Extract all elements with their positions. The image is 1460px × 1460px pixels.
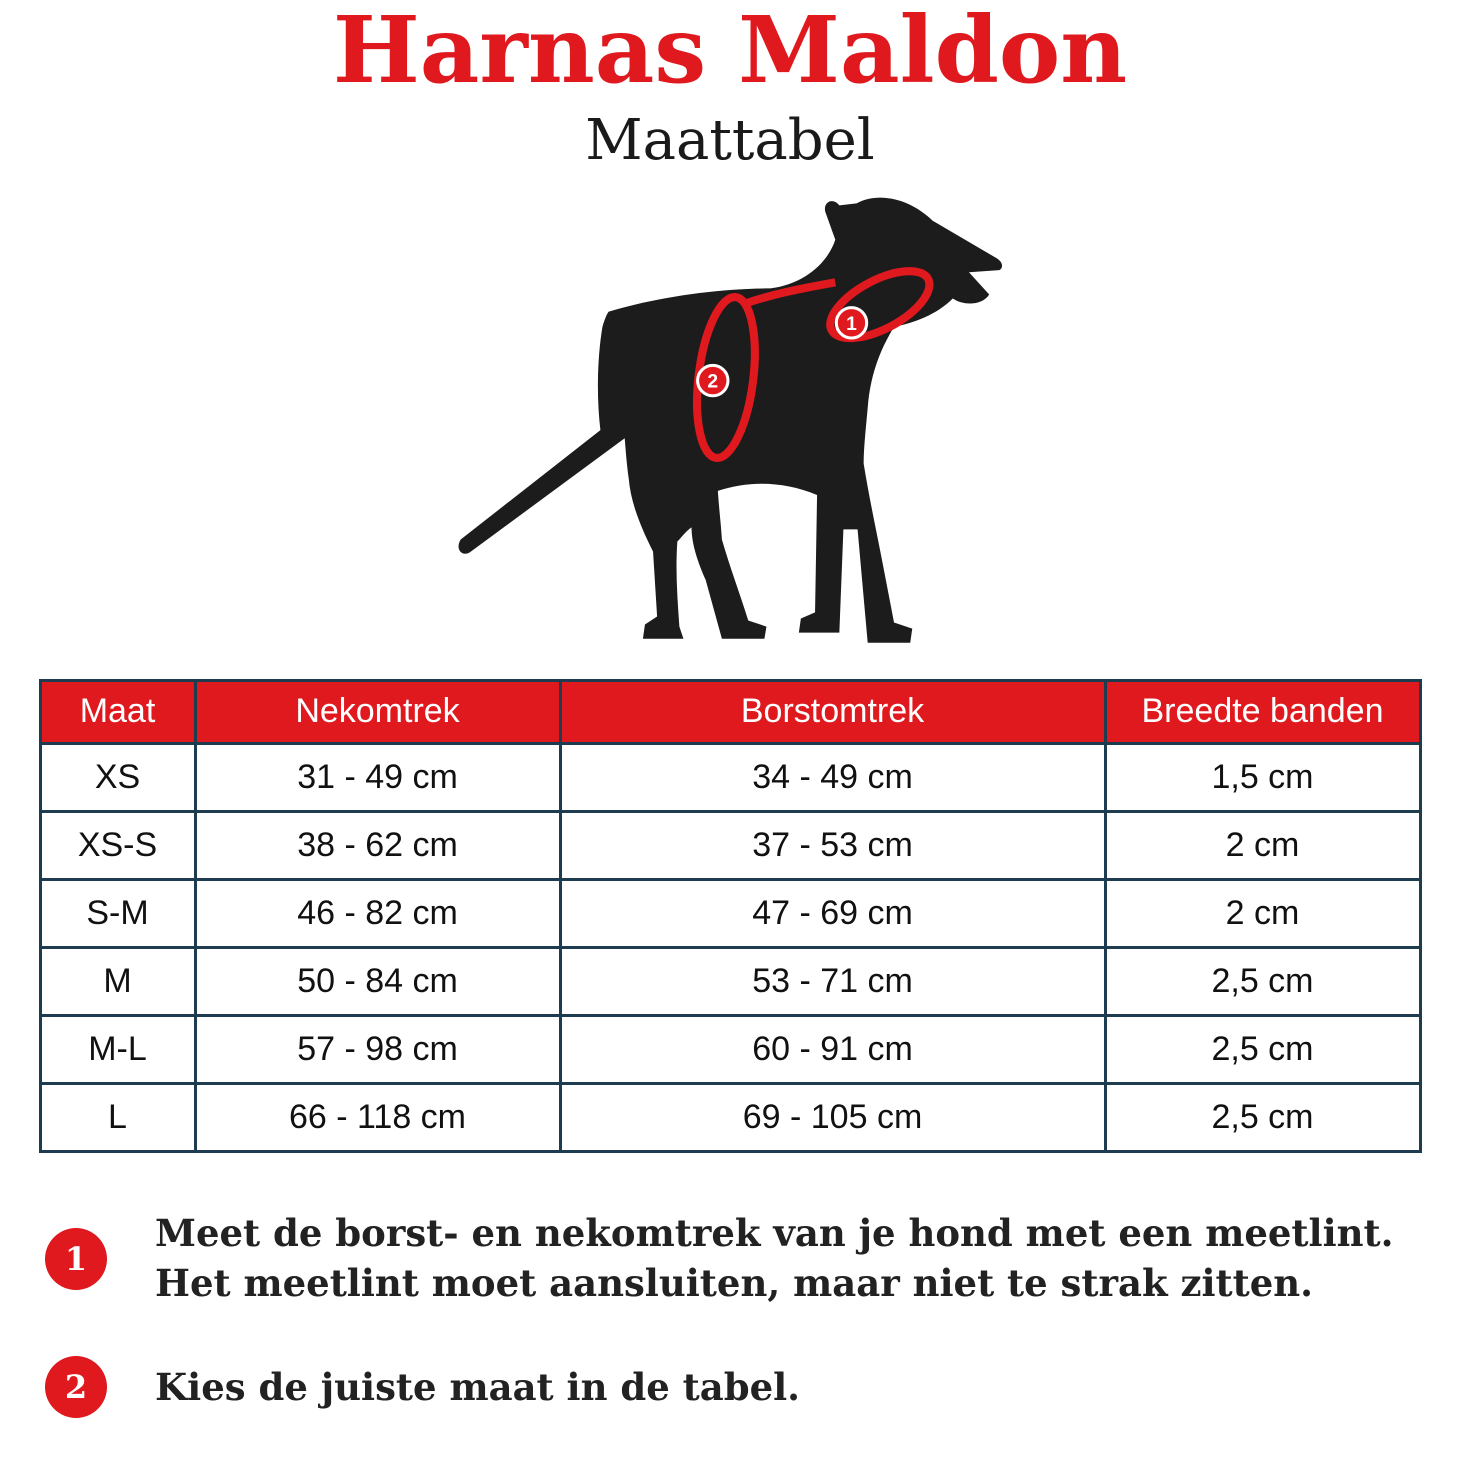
table-row: XS-S 38 - 62 cm 37 - 53 cm 2 cm: [38, 809, 1422, 881]
harness-marker-1-label: 1: [846, 314, 857, 335]
size-table: Maat Nekomtrek Borstomtrek Breedte banden X…: [38, 678, 1422, 1153]
table-row: M 50 - 84 cm 53 - 71 cm 2,5 cm: [38, 945, 1422, 1017]
table-row: S-M 46 - 82 cm 47 - 69 cm 2 cm: [38, 877, 1422, 949]
table-cell: 37 - 53 cm: [558, 809, 1107, 881]
table-cell: 2 cm: [1103, 877, 1422, 949]
table-cell: 31 - 49 cm: [193, 741, 562, 813]
table-cell: S-M: [38, 877, 197, 949]
table-cell: 2,5 cm: [1103, 945, 1422, 1017]
harness-marker-2-icon: [696, 363, 730, 397]
harness-back-strap: [740, 277, 837, 309]
column-header: Borstomtrek: [558, 678, 1107, 745]
table-cell: 57 - 98 cm: [193, 1013, 562, 1085]
column-header: Nekomtrek: [193, 678, 562, 745]
size-table-header-row: Maat Nekomtrek Borstomtrek Breedte banden: [38, 678, 1422, 745]
table-cell: 46 - 82 cm: [193, 877, 562, 949]
harness-neck-strap: [826, 266, 934, 342]
dog-silhouette-icon: 1 2: [458, 197, 1003, 643]
table-cell: 69 - 105 cm: [558, 1081, 1107, 1153]
column-header: Breedte banden: [1103, 678, 1422, 745]
table-cell: M: [38, 945, 197, 1017]
table-cell: 50 - 84 cm: [193, 945, 562, 1017]
table-row: XS 31 - 49 cm 34 - 49 cm 1,5 cm: [38, 741, 1422, 813]
step-2-text: Kies de juiste maat in de tabel.: [155, 1364, 801, 1409]
column-header: Maat: [38, 678, 197, 745]
step-1-text: Meet de borst- en nekomtrek van je hond …: [155, 1210, 1394, 1305]
instruction-step-2: 2 Kies de juiste maat in de tabel.: [45, 1356, 1415, 1419]
harness-marker-2-label: 2: [707, 371, 718, 392]
page-title: Harnas Maldon: [332, 0, 1128, 104]
table-cell: 53 - 71 cm: [558, 945, 1107, 1017]
table-cell: XS: [38, 741, 197, 813]
table-cell: 2 cm: [1103, 809, 1422, 881]
table-cell: L: [38, 1081, 197, 1153]
table-cell: 2,5 cm: [1103, 1013, 1422, 1085]
table-cell: 47 - 69 cm: [558, 877, 1107, 949]
table-cell: 2,5 cm: [1103, 1081, 1422, 1153]
table-cell: 1,5 cm: [1103, 741, 1422, 813]
table-cell: M-L: [38, 1013, 197, 1085]
table-cell: 60 - 91 cm: [558, 1013, 1107, 1085]
harness-marker-1-icon: [834, 305, 869, 340]
dog-body-shape: [458, 197, 1003, 643]
page-subtitle: Maattabel: [585, 107, 875, 173]
instructions: 1 Meet de borst- en nekomtrek van je hon…: [45, 1209, 1415, 1419]
table-row: M-L 57 - 98 cm 60 - 91 cm 2,5 cm: [38, 1013, 1422, 1085]
table-cell: XS-S: [38, 809, 197, 881]
step-1-badge: 1: [45, 1227, 107, 1290]
table-row: L 66 - 118 cm 69 - 105 cm 2,5 cm: [38, 1081, 1422, 1153]
table-cell: 66 - 118 cm: [193, 1081, 562, 1153]
table-cell: 34 - 49 cm: [558, 741, 1107, 813]
step-2-badge: 2: [45, 1356, 107, 1419]
dog-diagram: 1 2: [0, 175, 1460, 661]
table-cell: 38 - 62 cm: [193, 809, 562, 881]
instruction-step-1: 1 Meet de borst- en nekomtrek van je hon…: [45, 1209, 1415, 1309]
